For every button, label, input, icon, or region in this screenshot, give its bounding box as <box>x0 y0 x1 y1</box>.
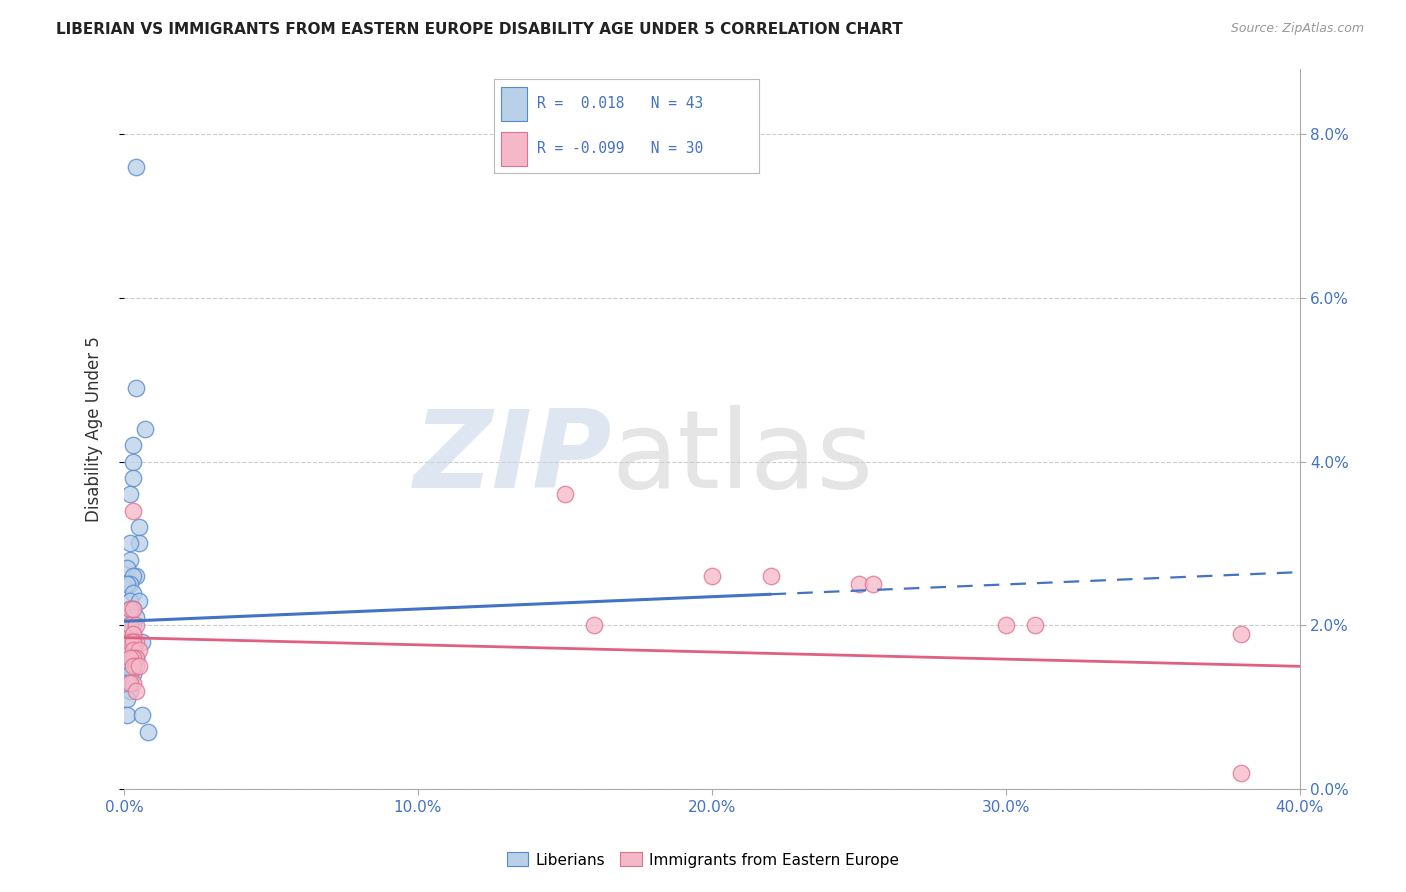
Point <box>118 618 141 632</box>
Point <box>128 536 150 550</box>
Point <box>115 659 138 673</box>
Point <box>128 659 150 673</box>
Point <box>131 634 153 648</box>
Point <box>122 618 145 632</box>
Point <box>115 675 138 690</box>
Point <box>1229 765 1251 780</box>
Point <box>118 675 141 690</box>
Point <box>115 610 138 624</box>
Point <box>122 438 145 452</box>
Point <box>122 569 145 583</box>
Point <box>118 684 141 698</box>
Point <box>122 643 145 657</box>
Point <box>122 626 145 640</box>
Point <box>118 553 141 567</box>
Point <box>115 561 138 575</box>
Point <box>122 634 145 648</box>
Point <box>1024 618 1046 632</box>
Y-axis label: Disability Age Under 5: Disability Age Under 5 <box>86 336 103 522</box>
Point <box>131 708 153 723</box>
Point <box>122 471 145 485</box>
Point <box>122 454 145 468</box>
Point <box>128 594 150 608</box>
Point <box>118 659 141 673</box>
Point <box>122 602 145 616</box>
Point <box>118 651 141 665</box>
Point <box>125 651 148 665</box>
Point <box>125 618 148 632</box>
Point <box>122 667 145 681</box>
Point <box>862 577 884 591</box>
Point <box>118 602 141 616</box>
Point <box>136 724 159 739</box>
Point <box>125 684 148 698</box>
Point <box>125 381 148 395</box>
Point <box>1229 626 1251 640</box>
Text: atlas: atlas <box>612 405 875 510</box>
Point <box>115 626 138 640</box>
Point <box>125 569 148 583</box>
Point <box>848 577 870 591</box>
Point <box>122 651 145 665</box>
Point <box>118 643 141 657</box>
Point <box>125 651 148 665</box>
Point <box>122 659 145 673</box>
Point <box>125 160 148 174</box>
Point <box>122 675 145 690</box>
Point <box>118 487 141 501</box>
Point <box>115 708 138 723</box>
Text: ZIP: ZIP <box>413 405 612 510</box>
Point <box>700 569 723 583</box>
Point <box>118 577 141 591</box>
Point <box>554 487 576 501</box>
Point <box>122 626 145 640</box>
Point <box>122 504 145 518</box>
Point <box>118 667 141 681</box>
Point <box>122 602 145 616</box>
Legend: Liberians, Immigrants from Eastern Europe: Liberians, Immigrants from Eastern Europ… <box>501 847 905 873</box>
Point <box>118 618 141 632</box>
Point <box>122 659 145 673</box>
Point <box>128 520 150 534</box>
Point <box>118 634 141 648</box>
Point <box>134 422 156 436</box>
Point <box>125 610 148 624</box>
Point <box>994 618 1017 632</box>
Point <box>118 594 141 608</box>
Text: LIBERIAN VS IMMIGRANTS FROM EASTERN EUROPE DISABILITY AGE UNDER 5 CORRELATION CH: LIBERIAN VS IMMIGRANTS FROM EASTERN EURO… <box>56 22 903 37</box>
Point <box>128 643 150 657</box>
Text: Source: ZipAtlas.com: Source: ZipAtlas.com <box>1230 22 1364 36</box>
Point <box>118 602 141 616</box>
Point <box>118 634 141 648</box>
Point <box>118 536 141 550</box>
Point <box>122 634 145 648</box>
Point <box>759 569 782 583</box>
Point <box>125 659 148 673</box>
Point <box>583 618 606 632</box>
Point <box>125 634 148 648</box>
Point <box>122 585 145 599</box>
Point <box>115 577 138 591</box>
Point <box>115 692 138 706</box>
